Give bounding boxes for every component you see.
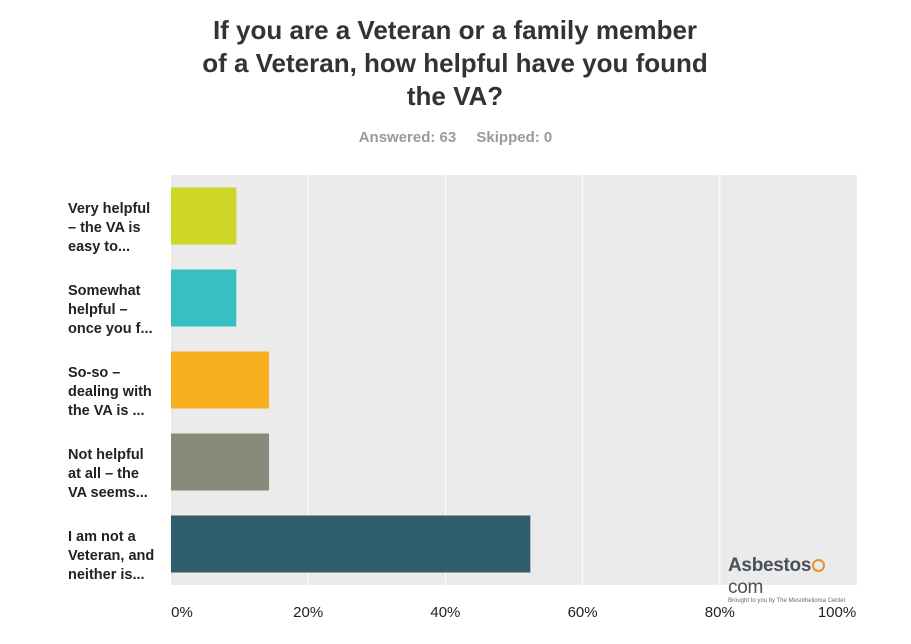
asbestos-logo: Asbestoscom Brought to you by The Mesoth… xyxy=(728,555,850,604)
category-label-3: So-so – dealing with the VA is ... xyxy=(68,364,168,421)
category-label-5: I am not a Veteran, and neither is... xyxy=(68,528,168,585)
logo-tagline: Brought to you by The Mesothelioma Cente… xyxy=(728,598,846,604)
title-line-1: If you are a Veteran or a family member xyxy=(212,15,698,45)
x-tick-label: 20% xyxy=(293,604,324,621)
logo-wordmark: Asbestoscom xyxy=(728,555,850,599)
category-label-2: Somewhat helpful – once you f... xyxy=(68,282,168,339)
category-label-line: Very helpful xyxy=(68,200,151,217)
bar-2 xyxy=(171,269,237,327)
category-label-4: Not helpful at all – the VA seems... xyxy=(68,446,168,503)
logo-dot-icon xyxy=(812,559,826,572)
category-label-line: I am not a xyxy=(68,528,136,545)
response-stats: Answered: 63 Skipped: 0 xyxy=(0,129,911,146)
skipped-count: Skipped: 0 xyxy=(476,129,553,146)
x-tick-label: 80% xyxy=(704,604,735,621)
category-label-line: the VA is ... xyxy=(68,402,145,419)
category-label-1: Very helpful – the VA is easy to... xyxy=(68,200,168,257)
category-label-line: dealing with xyxy=(68,383,152,400)
title-line-3: the VA? xyxy=(406,81,504,111)
category-label-line: Somewhat xyxy=(68,282,141,299)
category-label-line: easy to... xyxy=(68,238,131,255)
x-tick-label: 100% xyxy=(817,604,857,621)
x-tick-label: 60% xyxy=(567,604,598,621)
category-label-line: helpful – xyxy=(68,301,128,318)
x-tick-label: 0% xyxy=(171,604,193,621)
x-tick-label: 40% xyxy=(430,604,461,621)
chart-title: If you are a Veteran or a family member … xyxy=(160,14,750,113)
bar-3 xyxy=(171,351,270,409)
logo-tld-text: com xyxy=(728,577,763,598)
bar-1 xyxy=(171,187,237,245)
answered-count: Answered: 63 xyxy=(358,129,457,146)
bar-5 xyxy=(171,515,531,573)
category-label-line: neither is... xyxy=(68,566,145,583)
category-label-line: Veteran, and xyxy=(68,547,155,564)
title-line-2: of a Veteran, how helpful have you found xyxy=(202,48,708,78)
category-label-line: So-so – xyxy=(68,364,121,381)
bar-4 xyxy=(171,433,270,491)
logo-main-text: Asbestos xyxy=(728,555,812,576)
category-label-line: VA seems... xyxy=(68,484,148,501)
category-label-line: Not helpful xyxy=(68,446,144,463)
category-label-line: at all – the xyxy=(68,465,139,482)
category-label-line: – the VA is xyxy=(68,219,141,236)
category-label-line: once you f... xyxy=(68,320,153,337)
